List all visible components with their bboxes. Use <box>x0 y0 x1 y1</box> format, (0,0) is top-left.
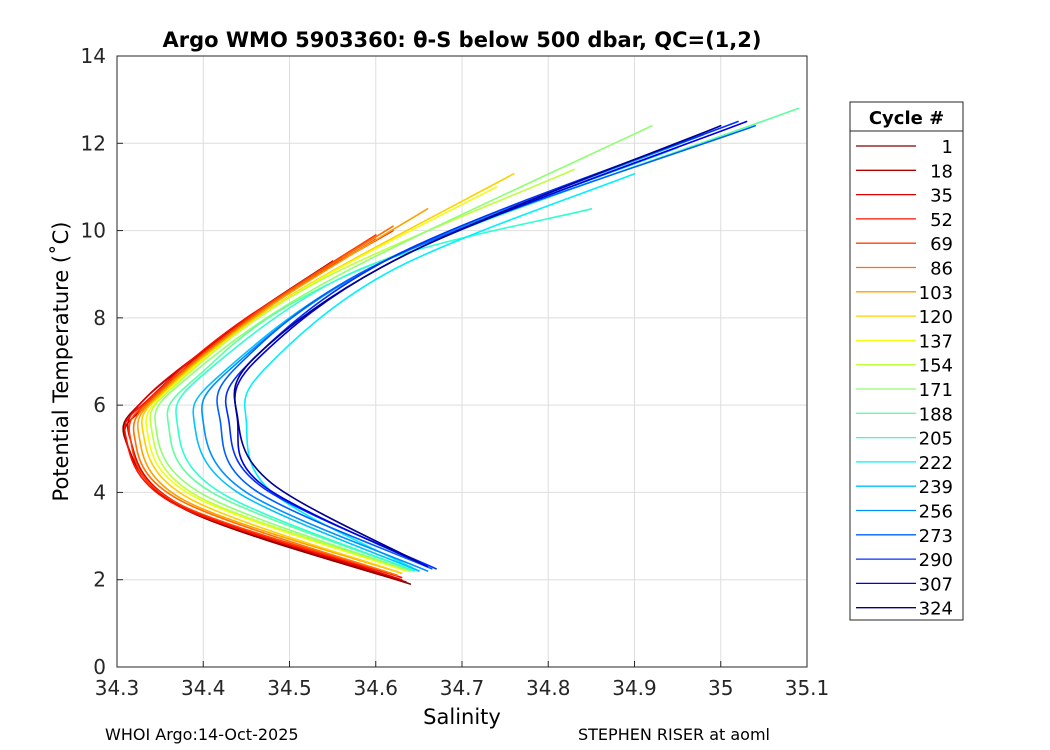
legend-entry-label: 18 <box>930 161 953 182</box>
x-tick-label: 34.8 <box>526 676 571 700</box>
legend-entry-label: 171 <box>919 380 953 401</box>
legend-entry-label: 290 <box>919 550 953 571</box>
x-tick-label: 34.9 <box>612 676 657 700</box>
y-tick-label: 8 <box>93 306 106 330</box>
legend-entry-label: 103 <box>919 283 953 304</box>
x-tick-label: 34.7 <box>440 676 485 700</box>
x-tick-label: 34.4 <box>181 676 226 700</box>
legend-entry-label: 69 <box>930 234 953 255</box>
series-group <box>122 107 800 585</box>
footer-date: WHOI Argo:14-Oct-2025 <box>105 725 299 744</box>
legend-entry-label: 154 <box>919 356 953 377</box>
y-tick-label: 14 <box>81 44 106 68</box>
series-line-cycle-273 <box>216 125 756 570</box>
legend-entry-label: 205 <box>919 429 953 450</box>
y-tick-label: 2 <box>93 568 106 592</box>
series-line-cycle-86 <box>132 225 399 577</box>
y-tick-label: 6 <box>93 393 106 417</box>
legend-entry-label: 52 <box>930 210 953 231</box>
series-line-cycle-171 <box>154 125 653 572</box>
y-tick-label: 4 <box>93 480 106 504</box>
legend-entry-label: 137 <box>919 331 953 352</box>
legend-entry-label: 1 <box>942 137 953 158</box>
footer-credit: STEPHEN RISER at aoml <box>578 725 770 744</box>
series-line-cycle-222 <box>243 173 636 572</box>
series-line-cycle-103 <box>136 208 429 574</box>
legend-box <box>849 101 964 621</box>
series-line-cycle-154 <box>149 168 575 572</box>
series-line-cycle-69 <box>128 234 399 577</box>
legend-entry-label: 222 <box>919 453 953 474</box>
legend-title: Cycle # <box>869 108 944 129</box>
legend-entry-label: 120 <box>919 307 953 328</box>
legend: Cycle # 1 18 35 52 69 86 103 120 137 154 171 188 205 2… <box>849 101 964 621</box>
y-tick-label: 0 <box>93 655 106 679</box>
series-line-cycle-307 <box>234 120 748 568</box>
series-line-cycle-137 <box>145 186 498 572</box>
legend-entry-label: 239 <box>919 477 953 498</box>
ticks: 34.3 34.4 34.5 34.6 34.7 34.8 34.9 35 35.1 0 2 4 6 8 1… <box>81 44 830 700</box>
series-line-cycle-256 <box>201 133 705 572</box>
x-tick-label: 34.5 <box>267 676 312 700</box>
legend-entry-label: 86 <box>930 259 953 280</box>
y-tick-label: 10 <box>81 219 106 243</box>
series-line-cycle-120 <box>141 173 515 574</box>
chart-title: Argo WMO 5903360: θ-S below 500 dbar, QC… <box>163 28 762 52</box>
legend-entry-label: 35 <box>930 186 953 207</box>
y-tick-label: 12 <box>81 131 106 155</box>
legend-entry-label: 188 <box>919 404 953 425</box>
series-line-cycle-205 <box>175 208 593 572</box>
x-axis-label: Salinity <box>423 705 501 729</box>
legend-entry-label: 324 <box>919 599 953 620</box>
legend-entry-label: 273 <box>919 526 953 547</box>
series-line-cycle-324 <box>233 125 722 564</box>
x-tick-label: 34.6 <box>353 676 398 700</box>
x-tick-label: 34.3 <box>95 676 140 700</box>
x-tick-label: 35.1 <box>785 676 830 700</box>
legend-entry-label: 256 <box>919 502 953 523</box>
y-axis-label: Potential Temperature (˚C) <box>49 222 73 502</box>
legend-entry-label: 307 <box>919 574 953 595</box>
x-tick-label: 35 <box>708 676 733 700</box>
